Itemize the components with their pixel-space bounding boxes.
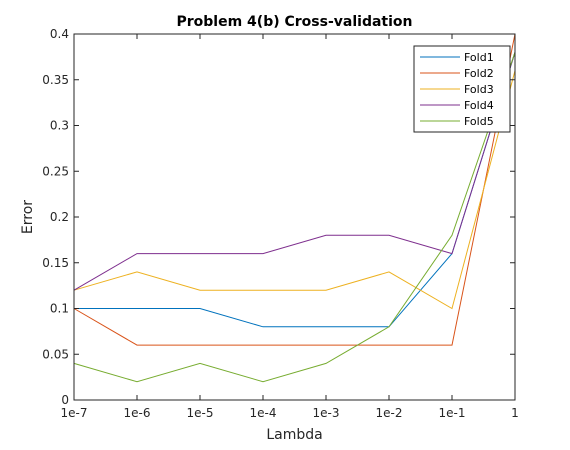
y-axis-label: Error: [20, 200, 36, 234]
y-tick-label-6: 0.3: [50, 119, 69, 133]
legend: Fold1 Fold2 Fold3 Fold4 Fold5: [413, 45, 511, 133]
y-axis: 0 0.05 0.1 0.15 0.2 0.25 0.3 0.35 0.4: [42, 27, 515, 407]
x-tick-label-7: 1: [511, 406, 519, 420]
y-tick-label-7: 0.35: [42, 73, 69, 87]
y-tick-label-1: 0.05: [42, 347, 69, 361]
series-line-fold5: [73, 52, 516, 383]
legend-label-fold3: Fold3: [464, 83, 494, 96]
legend-label-fold5: Fold5: [464, 115, 494, 128]
series-line-fold3: [73, 70, 516, 310]
x-tick-label-1: 1e-6: [124, 406, 151, 420]
series-lines: [73, 33, 516, 383]
y-tick-label-4: 0.2: [50, 210, 69, 224]
y-tick-label-8: 0.4: [50, 27, 69, 41]
legend-label-fold1: Fold1: [464, 51, 494, 64]
series-line-fold2: [73, 33, 516, 346]
x-tick-label-3: 1e-4: [250, 406, 277, 420]
x-tick-label-6: 1e-1: [439, 406, 466, 420]
y-tick-label-3: 0.15: [42, 256, 69, 270]
x-tick-label-2: 1e-5: [187, 406, 214, 420]
y-tick-label-0: 0: [61, 393, 69, 407]
legend-label-fold4: Fold4: [464, 99, 494, 112]
y-tick-label-5: 0.25: [42, 164, 69, 178]
x-axis: 1e-7 1e-6 1e-5 1e-4 1e-3 1e-2 1e-1 1: [61, 34, 519, 420]
series-line-fold1: [74, 52, 516, 328]
legend-label-fold2: Fold2: [464, 67, 494, 80]
x-tick-label-0: 1e-7: [61, 406, 88, 420]
x-tick-label-4: 1e-3: [313, 406, 340, 420]
x-axis-label: Lambda: [266, 427, 322, 443]
x-tick-label-5: 1e-2: [376, 406, 403, 420]
y-tick-label-2: 0.1: [50, 302, 69, 316]
chart-title: Problem 4(b) Cross-validation: [177, 14, 413, 30]
